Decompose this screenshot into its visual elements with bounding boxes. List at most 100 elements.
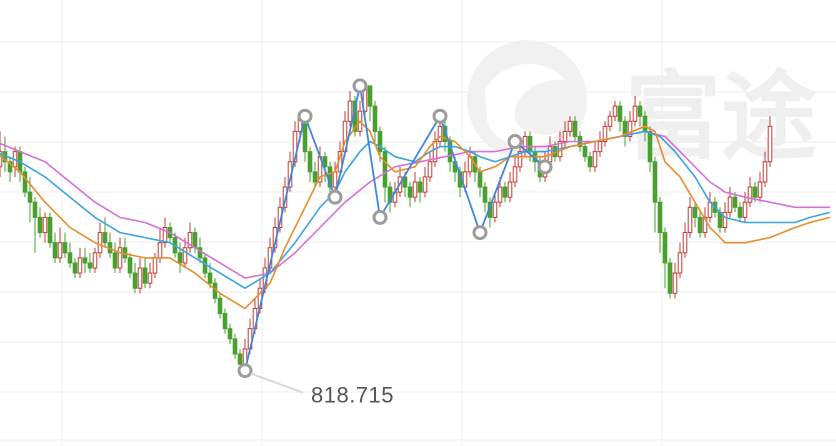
candle xyxy=(502,182,508,203)
candle-body-up xyxy=(187,232,193,249)
candle-body-up xyxy=(562,130,568,143)
candle-body-up xyxy=(682,232,688,254)
candle xyxy=(622,116,628,147)
zigzag-marker xyxy=(297,108,313,124)
candle xyxy=(112,242,118,274)
candle xyxy=(82,247,88,274)
candle-body-up xyxy=(727,196,733,213)
candle-body-down xyxy=(132,272,138,289)
candle xyxy=(357,101,363,137)
candle xyxy=(592,141,598,172)
candle-body-up xyxy=(747,186,753,203)
zigzag-marker xyxy=(537,159,553,175)
candle-body-down xyxy=(622,120,628,137)
candle-body-up xyxy=(152,257,158,274)
candle xyxy=(52,232,58,263)
candle xyxy=(217,293,223,319)
candle xyxy=(102,217,108,248)
ma-fast-line xyxy=(0,120,831,310)
candle xyxy=(57,227,63,263)
candle-body-down xyxy=(527,135,533,153)
candle-body-up xyxy=(762,161,768,183)
candle xyxy=(437,121,443,147)
candle-body-up xyxy=(497,186,503,203)
zigzag-marker xyxy=(507,134,523,150)
candle-body-up xyxy=(492,201,498,218)
zigzag-marker xyxy=(327,189,343,205)
candle xyxy=(367,85,373,122)
candle xyxy=(492,192,498,223)
candle-body-up xyxy=(507,181,513,198)
candle-body-up xyxy=(57,242,63,259)
candle xyxy=(672,262,678,299)
candle-body-up xyxy=(512,166,518,183)
candle-body-down xyxy=(647,130,653,163)
candle-body-down xyxy=(52,242,58,259)
candle xyxy=(727,187,733,218)
candle xyxy=(567,116,573,137)
candle xyxy=(312,161,318,188)
candle xyxy=(417,176,423,203)
candle xyxy=(97,222,103,258)
candle-body-up xyxy=(517,151,523,168)
candle xyxy=(142,257,148,289)
candle xyxy=(227,323,233,344)
candle-body-up xyxy=(97,232,103,254)
candle xyxy=(12,146,18,177)
candle xyxy=(582,141,588,162)
candle xyxy=(687,197,693,238)
candle xyxy=(152,252,158,279)
candle xyxy=(7,156,13,182)
candle xyxy=(692,202,698,228)
candle xyxy=(182,237,188,268)
candle xyxy=(127,252,133,279)
watermark-text: 富途 xyxy=(625,61,817,173)
ma-slow-line xyxy=(0,130,830,279)
candle xyxy=(72,257,78,279)
low-callout-line xyxy=(250,372,304,394)
candle-body-down xyxy=(667,262,673,294)
candle-body-down xyxy=(47,216,53,244)
watermark: 富途 xyxy=(467,40,817,173)
candle xyxy=(682,222,688,258)
candle-body-down xyxy=(587,156,593,168)
candle xyxy=(67,242,73,268)
low-price-label: 818.715 xyxy=(311,383,394,408)
candle-body-down xyxy=(7,161,13,173)
candle-body-down xyxy=(477,171,483,188)
candle-body-up xyxy=(722,211,728,229)
candle-body-down xyxy=(222,313,228,330)
candle xyxy=(572,116,578,142)
candle xyxy=(767,116,773,167)
candle-body-up xyxy=(597,141,603,153)
candle xyxy=(62,232,68,258)
candle xyxy=(632,96,638,127)
candle xyxy=(122,237,128,263)
candle xyxy=(427,151,433,182)
candle xyxy=(47,212,53,248)
candle-body-down xyxy=(237,353,243,365)
candle xyxy=(77,247,83,279)
candle xyxy=(627,111,633,142)
candle-body-up xyxy=(77,257,83,274)
candle-body-down xyxy=(482,186,488,203)
candle-body-up xyxy=(677,252,683,274)
candle xyxy=(617,101,623,132)
candle-body-up xyxy=(627,120,633,137)
candle-body-down xyxy=(417,181,423,193)
candle-body-down xyxy=(62,242,68,254)
candle xyxy=(222,308,228,334)
candle-body-down xyxy=(752,186,758,198)
candle-body-up xyxy=(182,247,188,264)
candle-body-up xyxy=(567,120,573,132)
candle xyxy=(87,252,93,274)
candle xyxy=(607,111,613,132)
candle-body-down xyxy=(322,156,328,168)
candle-body-up xyxy=(612,105,618,117)
candle xyxy=(697,212,703,238)
candle-body-up xyxy=(702,216,708,234)
candle xyxy=(512,156,518,188)
candle xyxy=(612,101,618,122)
candle-body-up xyxy=(632,105,638,122)
candle-body-down xyxy=(127,257,133,274)
